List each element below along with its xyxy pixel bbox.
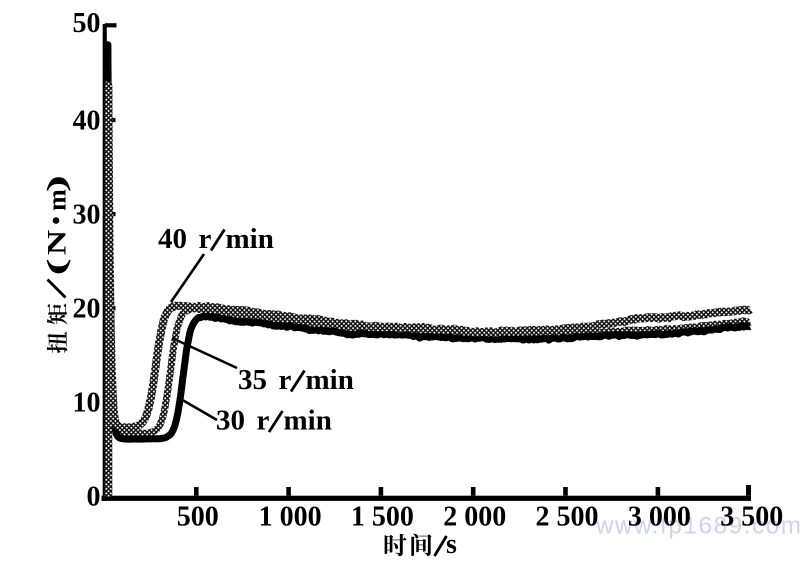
svg-text:m: m: [43, 189, 72, 211]
svg-text:40: 40: [158, 223, 187, 255]
svg-text:2 000: 2 000: [443, 502, 506, 533]
svg-text:r: r: [257, 405, 270, 437]
svg-text:1 500: 1 500: [351, 502, 414, 533]
svg-text:): ): [42, 175, 71, 192]
svg-text:30: 30: [73, 200, 101, 231]
svg-text:500: 500: [177, 502, 219, 533]
svg-text:3 000: 3 000: [628, 502, 691, 533]
svg-text:35: 35: [238, 364, 267, 396]
svg-text:0: 0: [87, 482, 101, 513]
svg-text:s: s: [446, 529, 457, 560]
svg-text:30: 30: [216, 405, 245, 437]
svg-text:50: 50: [73, 8, 101, 39]
svg-text:40: 40: [73, 105, 101, 136]
svg-text:3 500: 3 500: [720, 502, 783, 533]
svg-text:1 000: 1 000: [259, 502, 322, 533]
svg-text:10: 10: [73, 388, 101, 419]
svg-text:N: N: [42, 230, 71, 255]
svg-text:r: r: [199, 223, 212, 255]
svg-text:r: r: [279, 364, 292, 396]
svg-text:2 500: 2 500: [536, 502, 599, 533]
svg-text:min: min: [284, 405, 332, 437]
svg-text:min: min: [306, 364, 354, 396]
svg-text:min: min: [226, 223, 274, 255]
svg-text:www.fp1689.com: www.fp1689.com: [595, 513, 800, 540]
svg-text:(: (: [42, 258, 71, 275]
svg-text:20: 20: [73, 294, 101, 325]
